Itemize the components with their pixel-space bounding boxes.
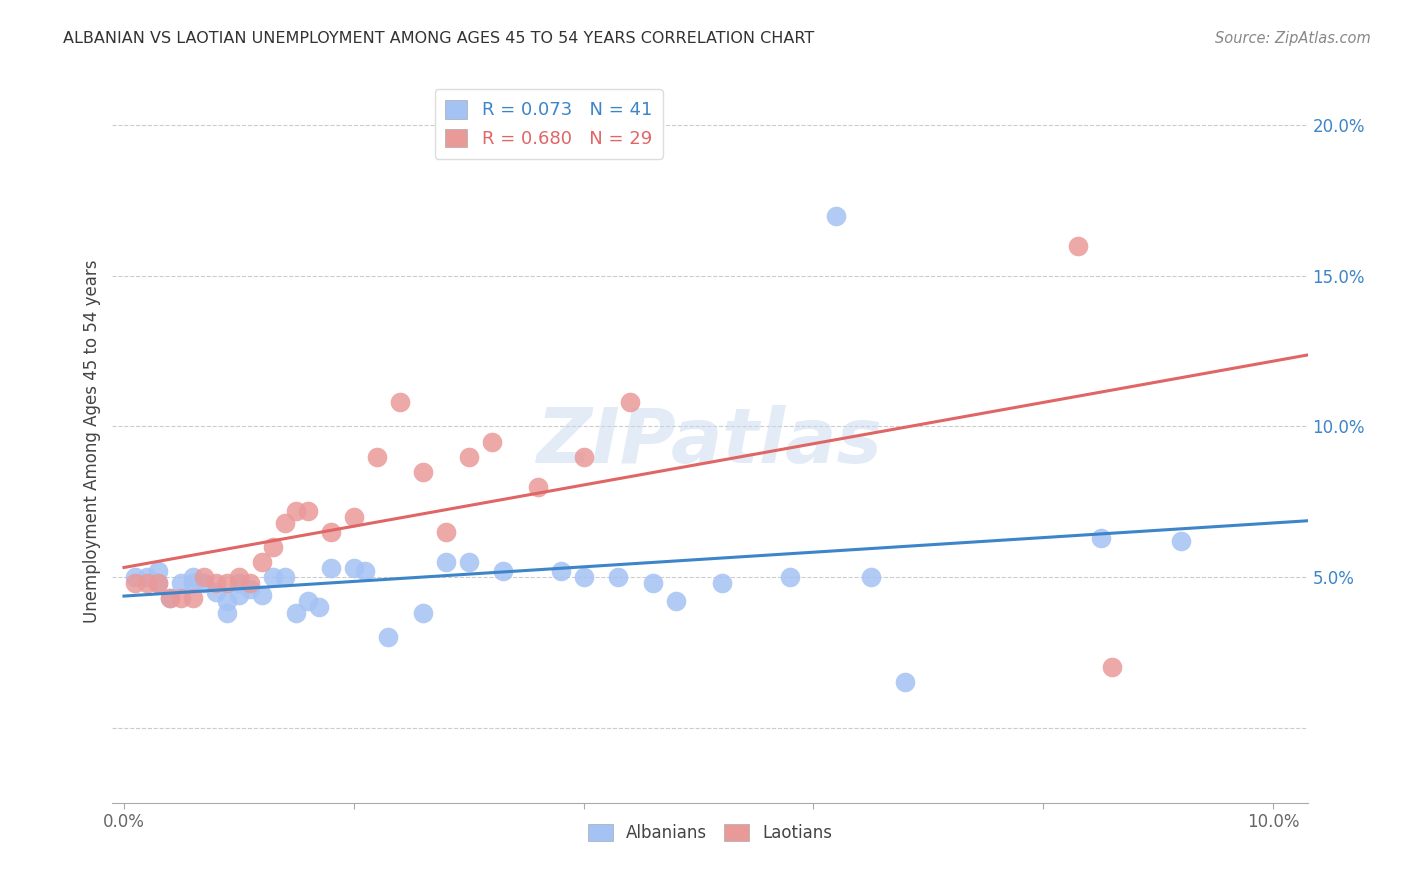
Point: [572, 450, 595, 464]
Point: [412, 465, 434, 479]
Point: [124, 576, 146, 591]
Point: [1067, 239, 1090, 253]
Point: [181, 591, 204, 606]
Point: [434, 524, 457, 539]
Point: [239, 582, 262, 596]
Point: [457, 450, 479, 464]
Point: [193, 576, 215, 591]
Point: [262, 540, 284, 554]
Point: [343, 561, 366, 575]
Point: [308, 600, 330, 615]
Point: [285, 606, 308, 620]
Point: [412, 606, 434, 620]
Point: [297, 504, 319, 518]
Point: [170, 576, 193, 591]
Point: [297, 594, 319, 608]
Point: [619, 395, 641, 409]
Point: [181, 570, 204, 584]
Text: ZIPatlas: ZIPatlas: [537, 405, 883, 478]
Point: [377, 630, 399, 644]
Point: [205, 576, 228, 591]
Point: [217, 606, 239, 620]
Point: [366, 450, 388, 464]
Point: [492, 564, 515, 578]
Point: [274, 516, 297, 530]
Legend: Albanians, Laotians: Albanians, Laotians: [581, 817, 839, 848]
Point: [217, 594, 239, 608]
Point: [159, 591, 181, 606]
Point: [343, 509, 366, 524]
Text: Source: ZipAtlas.com: Source: ZipAtlas.com: [1215, 31, 1371, 46]
Point: [262, 570, 284, 584]
Point: [228, 576, 250, 591]
Point: [526, 480, 548, 494]
Point: [319, 561, 342, 575]
Point: [1170, 533, 1192, 548]
Point: [159, 591, 181, 606]
Point: [250, 588, 273, 602]
Point: [148, 576, 170, 591]
Point: [779, 570, 801, 584]
Point: [607, 570, 630, 584]
Point: [1090, 531, 1112, 545]
Point: [481, 434, 503, 449]
Point: [148, 564, 170, 578]
Point: [228, 570, 250, 584]
Point: [193, 570, 215, 584]
Point: [388, 395, 411, 409]
Point: [274, 570, 297, 584]
Point: [572, 570, 595, 584]
Point: [319, 524, 342, 539]
Point: [664, 594, 686, 608]
Point: [136, 576, 159, 591]
Point: [354, 564, 377, 578]
Point: [170, 591, 193, 606]
Point: [205, 585, 228, 599]
Point: [434, 555, 457, 569]
Point: [228, 588, 250, 602]
Point: [641, 576, 664, 591]
Point: [859, 570, 882, 584]
Point: [124, 570, 146, 584]
Point: [181, 576, 204, 591]
Point: [239, 576, 262, 591]
Point: [250, 555, 273, 569]
Point: [285, 504, 308, 518]
Point: [148, 576, 170, 591]
Point: [457, 555, 479, 569]
Point: [1101, 660, 1123, 674]
Text: ALBANIAN VS LAOTIAN UNEMPLOYMENT AMONG AGES 45 TO 54 YEARS CORRELATION CHART: ALBANIAN VS LAOTIAN UNEMPLOYMENT AMONG A…: [63, 31, 814, 46]
Point: [710, 576, 733, 591]
Y-axis label: Unemployment Among Ages 45 to 54 years: Unemployment Among Ages 45 to 54 years: [83, 260, 101, 624]
Point: [550, 564, 572, 578]
Point: [825, 209, 848, 223]
Point: [217, 576, 239, 591]
Point: [136, 570, 159, 584]
Point: [894, 675, 917, 690]
